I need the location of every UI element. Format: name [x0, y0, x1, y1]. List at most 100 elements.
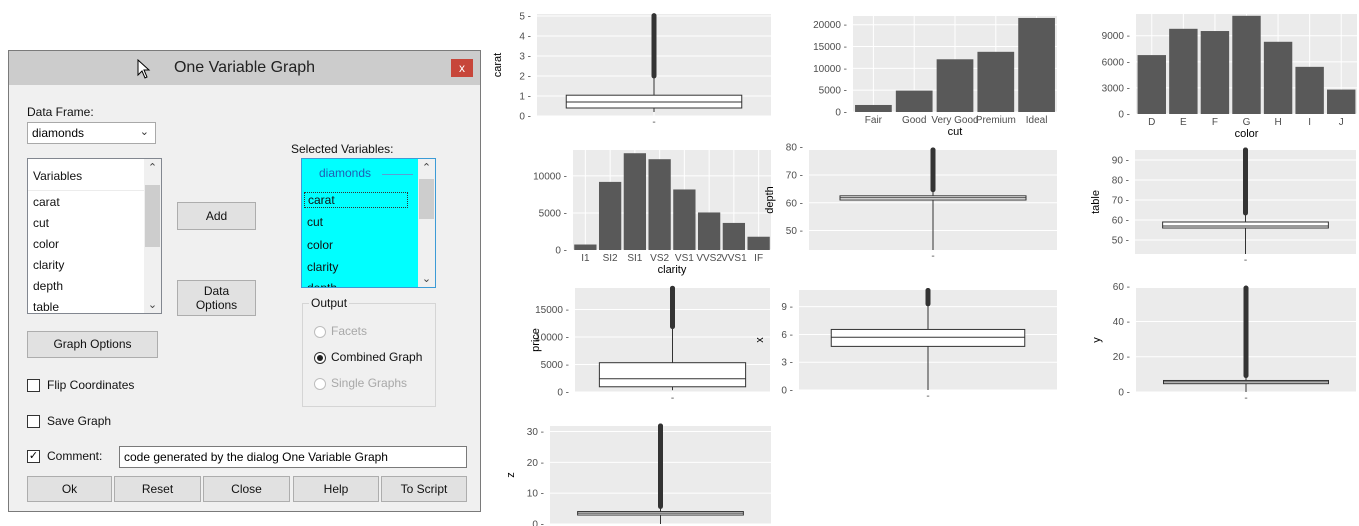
y-tick-label: 0 - — [1118, 110, 1130, 121]
plot-carat: 0 - 1 - 2 - 3 - 4 - 5 - carat - — [492, 12, 771, 128]
bar — [936, 59, 974, 112]
combined-graph-radio[interactable] — [314, 352, 326, 364]
single-graphs-radio[interactable] — [314, 378, 326, 390]
scroll-up-icon[interactable]: ⌃ — [147, 162, 158, 174]
list-item[interactable]: cut — [307, 215, 324, 229]
data-options-label-line1: Data — [203, 284, 230, 298]
y-tick-label: 20000 - — [813, 20, 847, 31]
plot-z: 0 -10 -20 -30 -z- — [505, 423, 771, 526]
y-tick-label: 80 - — [786, 143, 803, 154]
y-tick-label: 5 - — [519, 12, 531, 23]
outlier-point — [930, 147, 936, 153]
y-axis-title: carat — [492, 53, 504, 77]
x-tick-label: VS2 — [650, 253, 669, 264]
list-item[interactable]: color — [33, 237, 60, 251]
plot-clarity: 0 - 5000 - 10000 - I1 SI2 SI1 VS2 VS1 VVS2 VVS1 IF… — [533, 150, 771, 276]
x-tick-mark: - — [926, 391, 929, 402]
y-tick-label: 1 - — [519, 92, 531, 103]
y-axis-title: z — [505, 472, 517, 478]
x-axis-title: cut — [948, 126, 963, 138]
x-tick-label: Ideal — [1026, 115, 1048, 126]
x-tick-label: E — [1180, 117, 1187, 128]
help-button[interactable]: Help — [293, 476, 379, 502]
x-tick-label: Very Good — [931, 115, 978, 126]
list-item[interactable]: table — [33, 300, 60, 314]
bar — [977, 51, 1015, 112]
list-item[interactable]: cut — [33, 216, 50, 230]
y-tick-label: 0 - — [781, 386, 793, 397]
list-item[interactable]: carat — [304, 192, 408, 208]
comment-checkbox[interactable]: ✓ — [27, 450, 40, 463]
y-tick-label: 80 - — [1112, 176, 1129, 187]
dialog-titlebar[interactable]: One Variable Graph x — [9, 51, 480, 85]
x-tick-label: VS1 — [675, 253, 694, 264]
to-script-button[interactable]: To Script — [381, 476, 467, 502]
close-button[interactable]: Close — [203, 476, 290, 502]
list-item[interactable]: clarity — [307, 260, 339, 274]
variables-listbox[interactable]: Variables carat cut color clarity depth … — [27, 158, 162, 314]
scrollbar-thumb[interactable] — [145, 185, 160, 247]
x-tick-label: G — [1243, 117, 1251, 128]
bar — [1263, 41, 1293, 114]
output-group — [302, 303, 436, 407]
y-tick-label: 9 - — [781, 302, 793, 313]
list-item[interactable]: carat — [33, 195, 60, 209]
scroll-down-icon[interactable]: ⌄ — [421, 273, 432, 285]
list-item[interactable]: depth — [33, 279, 64, 293]
x-tick-label: I — [1308, 117, 1311, 128]
add-button[interactable]: Add — [177, 202, 256, 230]
y-tick-label: 4 - — [519, 32, 531, 43]
graph-options-button[interactable]: Graph Options — [27, 331, 158, 358]
comment-label: Comment: — [47, 449, 103, 463]
combined-graph-label: Combined Graph — [331, 350, 423, 364]
data-options-label-line2: Options — [195, 298, 238, 312]
data-frame-select[interactable]: diamonds ⌄ — [27, 122, 156, 144]
y-tick-label: 90 - — [1112, 156, 1129, 167]
close-icon[interactable]: x — [451, 59, 473, 77]
bar — [1018, 17, 1055, 112]
bar — [1169, 28, 1198, 114]
list-item[interactable]: clarity — [33, 258, 65, 272]
mouse-cursor-icon — [137, 59, 151, 79]
variables-header: Variables — [33, 169, 83, 183]
outlier-point — [925, 288, 931, 294]
y-tick-label: 15000 - — [535, 305, 569, 316]
scroll-up-icon[interactable]: ⌃ — [421, 162, 432, 174]
reset-button[interactable]: Reset — [114, 476, 201, 502]
y-tick-label: 0 - — [532, 520, 544, 526]
y-tick-label: 60 - — [1113, 282, 1130, 293]
y-tick-label: 50 - — [1112, 236, 1129, 247]
y-tick-label: 6000 - — [1102, 57, 1130, 68]
facets-radio[interactable] — [314, 326, 326, 338]
list-item[interactable]: color — [307, 238, 334, 252]
data-options-button[interactable]: Data Options — [177, 280, 256, 316]
output-label: Output — [309, 296, 350, 310]
comment-input[interactable]: code generated by the dialog One Variabl… — [119, 446, 467, 468]
plot-svg-clarity: 0 - 5000 - 10000 - I1 SI2 SI1 VS2 VS1 VVS2 VVS1 IF… — [533, 150, 771, 276]
x-tick-label: SI1 — [627, 253, 642, 264]
bar — [598, 181, 622, 250]
plot-svg-depth: 50 - 60 - 70 - 80 - depth - — [764, 143, 1057, 262]
scrollbar-thumb[interactable] — [419, 179, 434, 219]
flip-coordinates-checkbox[interactable] — [27, 379, 40, 392]
y-tick-label: 3 - — [781, 358, 793, 369]
y-tick-label: 6 - — [781, 330, 793, 341]
bar — [1232, 15, 1261, 115]
x-tick-label: H — [1274, 117, 1281, 128]
dialog-title: One Variable Graph — [173, 59, 316, 76]
ok-button[interactable]: Ok — [27, 476, 112, 502]
selected-variables-listbox[interactable]: diamonds carat cut color clarity depth ⌃… — [301, 158, 436, 288]
x-tick-label: I1 — [581, 253, 590, 264]
y-tick-label: 0 - — [1118, 388, 1130, 399]
selected-scrollbar[interactable]: ⌃ ⌄ — [418, 159, 435, 287]
plot-depth: 50 - 60 - 70 - 80 - depth - — [764, 143, 1057, 262]
y-tick-label: 3000 - — [1102, 83, 1130, 94]
y-axis-title: depth — [764, 186, 776, 214]
y-tick-label: 5000 - — [541, 360, 569, 371]
variables-scrollbar[interactable]: ⌃ ⌄ — [144, 159, 161, 313]
y-tick-label: 3 - — [519, 52, 531, 63]
save-graph-checkbox[interactable] — [27, 415, 40, 428]
plot-y: 0 - 20 - 40 - 60 - y - — [1091, 282, 1356, 404]
list-item[interactable]: depth — [307, 281, 338, 288]
scroll-down-icon[interactable]: ⌄ — [147, 299, 158, 311]
